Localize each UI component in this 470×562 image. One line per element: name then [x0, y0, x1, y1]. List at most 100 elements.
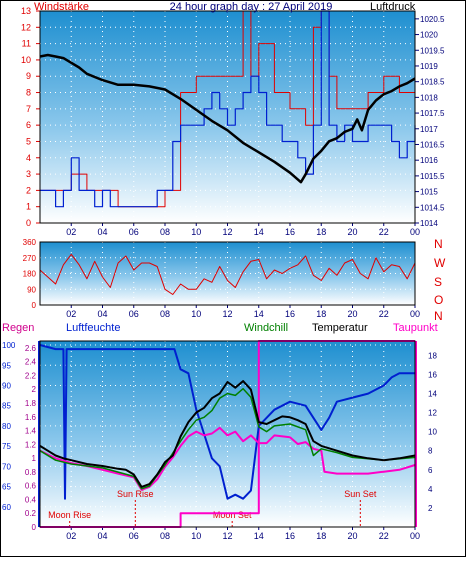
pressure-y-label: 1015.5	[420, 172, 445, 181]
wind-direction-x-label: 14	[254, 309, 264, 319]
wind-pressure-frame	[39, 10, 416, 224]
wind-pressure-x-label: 02	[66, 227, 76, 237]
temperature-series: Moon Rise Sun Rise Moon Set Sun Set	[39, 340, 416, 528]
temperature-y-label: 2	[428, 504, 433, 513]
rain-y-label: 1.2	[25, 440, 37, 449]
temperature-y-label: 16	[428, 370, 437, 379]
annotation-sun-set: Sun Set	[344, 489, 377, 499]
wind-pressure-x-label: 14	[254, 227, 264, 237]
wind-direction-x-label: 16	[285, 309, 295, 319]
annotation-sun-rise: Sun Rise	[117, 489, 154, 499]
temperature-x-label: 02	[66, 531, 76, 541]
temperature-y-label: 8	[428, 447, 433, 456]
wind-y-label: 8	[26, 88, 31, 98]
humidity-series-line	[39, 344, 415, 500]
wind-direction-panel	[40, 242, 415, 305]
rain-y-label: 2.2	[25, 371, 37, 380]
wind-direction-x-label: 00	[410, 309, 420, 319]
temperature-y-label: 4	[428, 485, 433, 494]
pressure-y-label: 1014	[420, 219, 438, 228]
temperature-x-label: 16	[285, 531, 295, 541]
pressure-y-label: 1017	[420, 125, 438, 134]
wind-direction-x-label: 06	[129, 309, 139, 319]
wind-pressure-series	[39, 10, 416, 208]
direction-compass-label: O	[434, 293, 443, 307]
rain-y-label: 0.4	[25, 495, 37, 504]
wind-y-label: 11	[22, 39, 31, 49]
wind-pressure-x-label: 16	[285, 227, 295, 237]
temperature-x-label: 08	[160, 531, 170, 541]
wind-pressure-x-label: 20	[347, 227, 357, 237]
direction-compass-label: N	[434, 237, 443, 251]
annotation-moon-rise: Moon Rise	[48, 510, 91, 520]
pressure-y-label: 1016	[420, 156, 438, 165]
header-left-label: Windstärke	[34, 1, 89, 13]
direction-y-label: 270	[23, 254, 37, 263]
rain-y-label: 0.6	[25, 482, 37, 491]
humidity-y-label: 65	[2, 483, 11, 492]
rain-y-label: 0.8	[25, 468, 37, 477]
pressure-y-label: 1017.5	[420, 109, 445, 118]
wind-pressure-x-label: 22	[379, 227, 389, 237]
wind-y-label: 5	[26, 136, 31, 146]
axis-labels: 01234567891011121310141014.510151015.510…	[2, 6, 446, 541]
wind-pressure-x-label: 06	[129, 227, 139, 237]
pressure-y-label: 1019	[420, 62, 438, 71]
header-title: 24 hour graph day : 27 April 2019	[170, 1, 333, 13]
humidity-y-label: 75	[2, 442, 11, 451]
pressure-y-label: 1014.5	[420, 203, 445, 212]
wind-y-label: 1	[26, 202, 31, 212]
wind-y-label: 9	[26, 71, 31, 81]
direction-series-line	[39, 253, 416, 295]
direction-compass-label: N	[434, 309, 443, 323]
wind-direction-x-label: 22	[379, 309, 389, 319]
header-right-label: Luftdruck	[370, 1, 416, 13]
temperature-frame	[39, 340, 416, 528]
temperature-x-label: 12	[222, 531, 232, 541]
legend-humidity: Luftfeuchte	[66, 322, 120, 334]
wind-y-label: 2	[26, 185, 31, 195]
rain-y-label: 0	[32, 523, 37, 532]
rain-y-label: 1	[32, 454, 37, 463]
wind-pressure-x-label: 18	[316, 227, 326, 237]
temperature-series-line	[39, 380, 416, 488]
wind-pressure-x-label: 04	[97, 227, 107, 237]
humidity-y-label: 95	[2, 361, 11, 370]
humidity-y-label: 85	[2, 402, 11, 411]
wind-pressure-x-label: 00	[410, 227, 420, 237]
temperature-x-label: 18	[316, 531, 326, 541]
pressure-y-label: 1018.5	[420, 78, 445, 87]
direction-y-label: 180	[23, 270, 37, 279]
temperature-y-label: 12	[428, 409, 437, 418]
temperature-y-label: 10	[428, 428, 437, 437]
wind-direction-x-label: 08	[160, 309, 170, 319]
wind-y-label: 13	[21, 6, 31, 16]
wind-pressure-x-label: 08	[160, 227, 170, 237]
wind-direction-series	[39, 253, 416, 295]
pressure-y-label: 1020	[420, 31, 438, 40]
wind-pressure-x-label: 12	[222, 227, 232, 237]
dewpoint-series-line	[39, 426, 416, 491]
wind-y-label: 3	[26, 169, 31, 179]
direction-y-label: 360	[23, 238, 37, 247]
humidity-y-label: 60	[2, 503, 11, 512]
pressure-y-label: 1016.5	[420, 140, 445, 149]
rain-y-label: 0.2	[25, 509, 37, 518]
windchill-series-line	[39, 387, 416, 490]
rain-y-label: 2.4	[25, 358, 37, 367]
temperature-y-label: 18	[428, 351, 437, 360]
rain-y-label: 2.6	[25, 344, 37, 353]
wind-y-label: 12	[21, 22, 31, 32]
pressure-y-label: 1020.5	[420, 15, 445, 24]
wind-y-label: 7	[26, 104, 31, 114]
legend-rain: Regen	[2, 322, 34, 334]
temperature-x-label: 22	[379, 531, 389, 541]
wind-direction-x-label: 02	[66, 309, 76, 319]
temperature-x-label: 00	[410, 531, 420, 541]
humidity-y-label: 100	[2, 341, 16, 350]
temperature-x-label: 10	[191, 531, 201, 541]
legend-temperature: Temperatur	[312, 322, 368, 334]
